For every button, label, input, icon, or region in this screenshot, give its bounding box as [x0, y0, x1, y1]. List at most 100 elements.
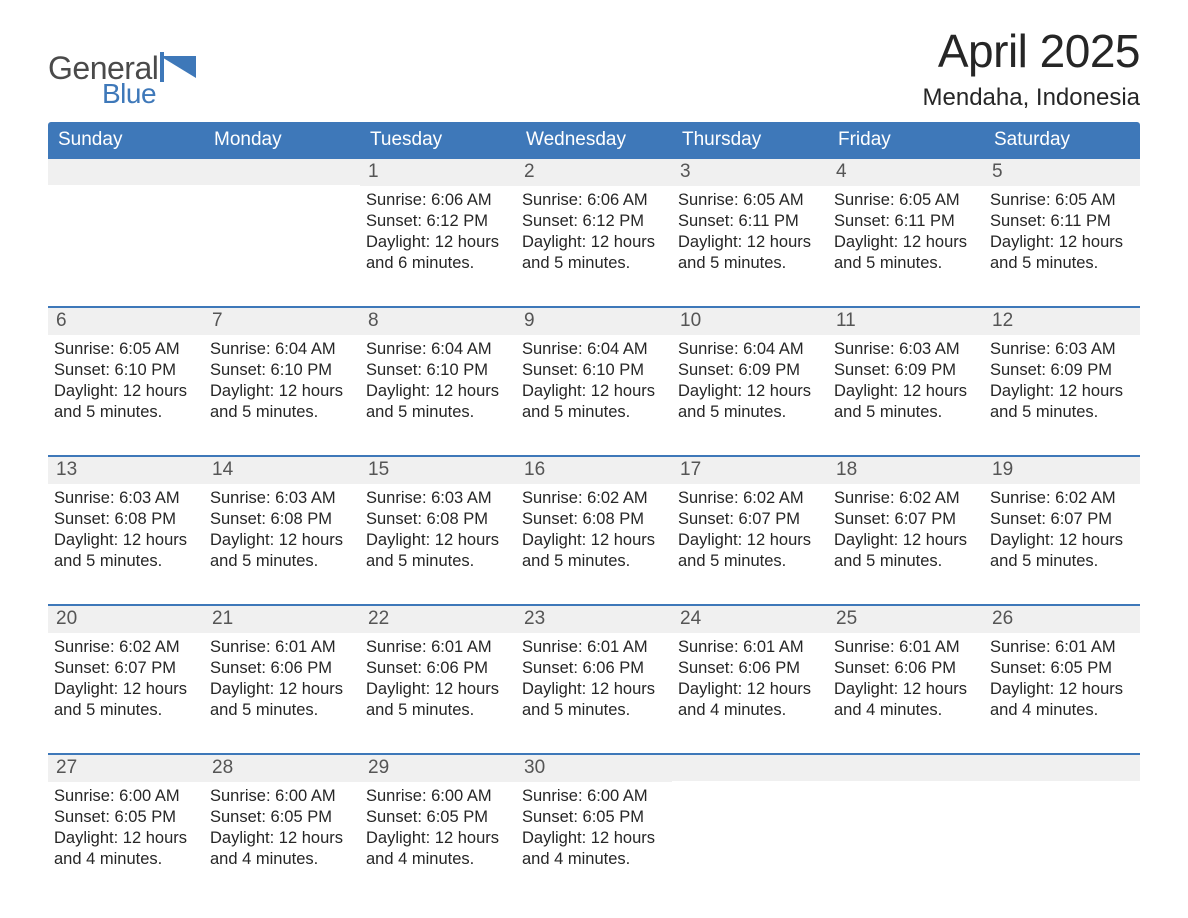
day-details: Sunrise: 6:05 AMSunset: 6:11 PMDaylight:…	[984, 186, 1140, 282]
sunset-line: Sunset: 6:10 PM	[54, 360, 196, 381]
calendar-day: 29Sunrise: 6:00 AMSunset: 6:05 PMDayligh…	[360, 755, 516, 878]
sunrise-line: Sunrise: 6:00 AM	[210, 786, 352, 807]
sunset-line: Sunset: 6:08 PM	[366, 509, 508, 530]
sunrise-line: Sunrise: 6:01 AM	[522, 637, 664, 658]
daylight-line: Daylight: 12 hours and 5 minutes.	[678, 232, 820, 274]
day-details: Sunrise: 6:06 AMSunset: 6:12 PMDaylight:…	[360, 186, 516, 282]
sunset-line: Sunset: 6:06 PM	[366, 658, 508, 679]
day-details: Sunrise: 6:03 AMSunset: 6:08 PMDaylight:…	[48, 484, 204, 580]
day-number: 18	[828, 457, 984, 484]
sunrise-line: Sunrise: 6:04 AM	[210, 339, 352, 360]
sunrise-line: Sunrise: 6:00 AM	[366, 786, 508, 807]
calendar-week: 20Sunrise: 6:02 AMSunset: 6:07 PMDayligh…	[48, 604, 1140, 729]
day-number: 5	[984, 159, 1140, 186]
sunrise-line: Sunrise: 6:01 AM	[834, 637, 976, 658]
daylight-line: Daylight: 12 hours and 5 minutes.	[54, 530, 196, 572]
sunset-line: Sunset: 6:06 PM	[678, 658, 820, 679]
calendar-day: 28Sunrise: 6:00 AMSunset: 6:05 PMDayligh…	[204, 755, 360, 878]
calendar-day	[48, 159, 204, 282]
day-number	[204, 159, 360, 185]
sunrise-line: Sunrise: 6:05 AM	[990, 190, 1132, 211]
sunset-line: Sunset: 6:07 PM	[678, 509, 820, 530]
calendar-week: 6 Sunrise: 6:05 AMSunset: 6:10 PM Daylight…	[48, 306, 1140, 431]
sunrise-line: Sunrise: 6:01 AM	[678, 637, 820, 658]
sunrise-line: Sunrise: 6:04 AM	[522, 339, 664, 360]
daylight-line: Daylight: 12 hours and 5 minutes.	[210, 381, 352, 423]
sunrise-line: Sunrise: 6:06 AM	[366, 190, 508, 211]
sunset-line: Sunset: 6:12 PM	[522, 211, 664, 232]
sunrise-line: Sunrise: 6:04 AM	[678, 339, 820, 360]
sunrise-line: Sunrise: 6:02 AM	[54, 637, 196, 658]
sunset-line: Sunset: 6:06 PM	[210, 658, 352, 679]
day-details: Sunrise: 6:00 AMSunset: 6:05 PMDaylight:…	[360, 782, 516, 878]
sunrise-line: Sunrise: 6:03 AM	[210, 488, 352, 509]
calendar: SundayMondayTuesdayWednesdayThursdayFrid…	[48, 122, 1140, 878]
calendar-day: 5Sunrise: 6:05 AMSunset: 6:11 PMDaylight…	[984, 159, 1140, 282]
day-number: 7	[204, 308, 360, 335]
sunrise-line: Sunrise: 6:03 AM	[54, 488, 196, 509]
daylight-line: Daylight: 12 hours and 5 minutes.	[522, 381, 664, 423]
daylight-line: Daylight: 12 hours and 5 minutes.	[678, 381, 820, 423]
sunset-line: Sunset: 6:09 PM	[678, 360, 820, 381]
daylight-line: Daylight: 12 hours and 5 minutes.	[366, 679, 508, 721]
calendar-week: 13Sunrise: 6:03 AMSunset: 6:08 PMDayligh…	[48, 455, 1140, 580]
calendar-body: 1Sunrise: 6:06 AMSunset: 6:12 PMDaylight…	[48, 159, 1140, 878]
day-details: Sunrise: 6:02 AMSunset: 6:07 PMDaylight:…	[984, 484, 1140, 580]
daylight-line: Daylight: 12 hours and 5 minutes.	[834, 530, 976, 572]
title-block: April 2025 Mendaha, Indonesia	[923, 24, 1141, 112]
calendar-day: 14Sunrise: 6:03 AMSunset: 6:08 PMDayligh…	[204, 457, 360, 580]
weekday-header: Tuesday	[360, 122, 516, 159]
day-number: 13	[48, 457, 204, 484]
day-details: Sunrise: 6:00 AMSunset: 6:05 PMDaylight:…	[48, 782, 204, 878]
day-number: 1	[360, 159, 516, 186]
calendar-day	[828, 755, 984, 878]
calendar-day: 8Sunrise: 6:04 AMSunset: 6:10 PMDaylight…	[360, 308, 516, 431]
daylight-line: Daylight: 12 hours and 5 minutes.	[834, 232, 976, 274]
day-number: 29	[360, 755, 516, 782]
day-details: Sunrise: 6:01 AMSunset: 6:06 PMDaylight:…	[672, 633, 828, 729]
sunrise-line: Sunrise: 6:02 AM	[678, 488, 820, 509]
sunrise-line: Sunrise: 6:03 AM	[834, 339, 976, 360]
calendar-day: 27Sunrise: 6:00 AMSunset: 6:05 PMDayligh…	[48, 755, 204, 878]
sunrise-line: Sunrise: 6:00 AM	[54, 786, 196, 807]
calendar-day: 7Sunrise: 6:04 AMSunset: 6:10 PMDaylight…	[204, 308, 360, 431]
daylight-line: Daylight: 12 hours and 5 minutes.	[990, 530, 1132, 572]
day-details: Sunrise: 6:03 AMSunset: 6:09 PMDaylight:…	[984, 335, 1140, 431]
sunrise-line: Sunrise: 6:04 AM	[366, 339, 508, 360]
day-number: 4	[828, 159, 984, 186]
brand-wordmark: General Blue	[48, 52, 158, 108]
day-details: Sunrise: 6:03 AMSunset: 6:08 PMDaylight:…	[204, 484, 360, 580]
calendar-day: 1Sunrise: 6:06 AMSunset: 6:12 PMDaylight…	[360, 159, 516, 282]
calendar-day: 23Sunrise: 6:01 AMSunset: 6:06 PMDayligh…	[516, 606, 672, 729]
sunset-line: Sunset: 6:08 PM	[522, 509, 664, 530]
sunrise-line: Sunrise: 6:05 AM	[54, 339, 196, 360]
day-number: 9	[516, 308, 672, 335]
day-details: Sunrise: 6:01 AMSunset: 6:06 PMDaylight:…	[204, 633, 360, 729]
day-number	[984, 755, 1140, 781]
sunset-line: Sunset: 6:07 PM	[54, 658, 196, 679]
page-subtitle: Mendaha, Indonesia	[923, 84, 1141, 112]
day-details	[828, 781, 984, 877]
calendar-day: 10Sunrise: 6:04 AMSunset: 6:09 PMDayligh…	[672, 308, 828, 431]
day-details: Sunrise: 6:04 AMSunset: 6:09 PMDaylight:…	[672, 335, 828, 431]
day-number: 12	[984, 308, 1140, 335]
day-details: Sunrise: 6:04 AMSunset: 6:10 PMDaylight:…	[360, 335, 516, 431]
calendar-day: 2Sunrise: 6:06 AMSunset: 6:12 PMDaylight…	[516, 159, 672, 282]
day-number: 22	[360, 606, 516, 633]
calendar-day: 11Sunrise: 6:03 AMSunset: 6:09 PMDayligh…	[828, 308, 984, 431]
daylight-line: Daylight: 12 hours and 5 minutes.	[522, 530, 664, 572]
sunrise-line: Sunrise: 6:01 AM	[366, 637, 508, 658]
day-details	[204, 185, 360, 281]
day-details: Sunrise: 6:02 AMSunset: 6:08 PMDaylight:…	[516, 484, 672, 580]
day-number: 14	[204, 457, 360, 484]
page: General Blue April 2025 Mendaha, Indones…	[0, 0, 1188, 918]
calendar-day: 24Sunrise: 6:01 AMSunset: 6:06 PMDayligh…	[672, 606, 828, 729]
day-details	[984, 781, 1140, 877]
calendar-week: 1Sunrise: 6:06 AMSunset: 6:12 PMDaylight…	[48, 159, 1140, 282]
day-number: 6	[48, 308, 204, 335]
calendar-day: 9Sunrise: 6:04 AMSunset: 6:10 PMDaylight…	[516, 308, 672, 431]
sunset-line: Sunset: 6:11 PM	[990, 211, 1132, 232]
sunrise-line: Sunrise: 6:00 AM	[522, 786, 664, 807]
daylight-line: Daylight: 12 hours and 4 minutes.	[366, 828, 508, 870]
day-details: Sunrise: 6:01 AMSunset: 6:05 PMDaylight:…	[984, 633, 1140, 729]
